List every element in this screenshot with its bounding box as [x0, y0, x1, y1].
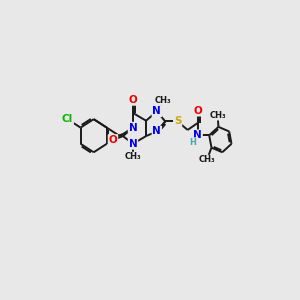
Text: S: S — [174, 116, 182, 127]
Text: N: N — [152, 106, 161, 116]
Text: N: N — [129, 123, 137, 133]
Text: CH₃: CH₃ — [209, 111, 226, 120]
Text: CH₃: CH₃ — [199, 155, 215, 164]
Text: O: O — [129, 95, 137, 105]
Text: H: H — [190, 138, 196, 147]
Text: N: N — [152, 127, 161, 136]
Text: O: O — [193, 106, 202, 116]
Text: CH₃: CH₃ — [124, 152, 141, 161]
Text: CH₃: CH₃ — [155, 96, 171, 105]
Text: N: N — [193, 130, 202, 140]
Text: N: N — [129, 139, 137, 149]
Text: O: O — [109, 135, 117, 145]
Text: Cl: Cl — [62, 114, 73, 124]
